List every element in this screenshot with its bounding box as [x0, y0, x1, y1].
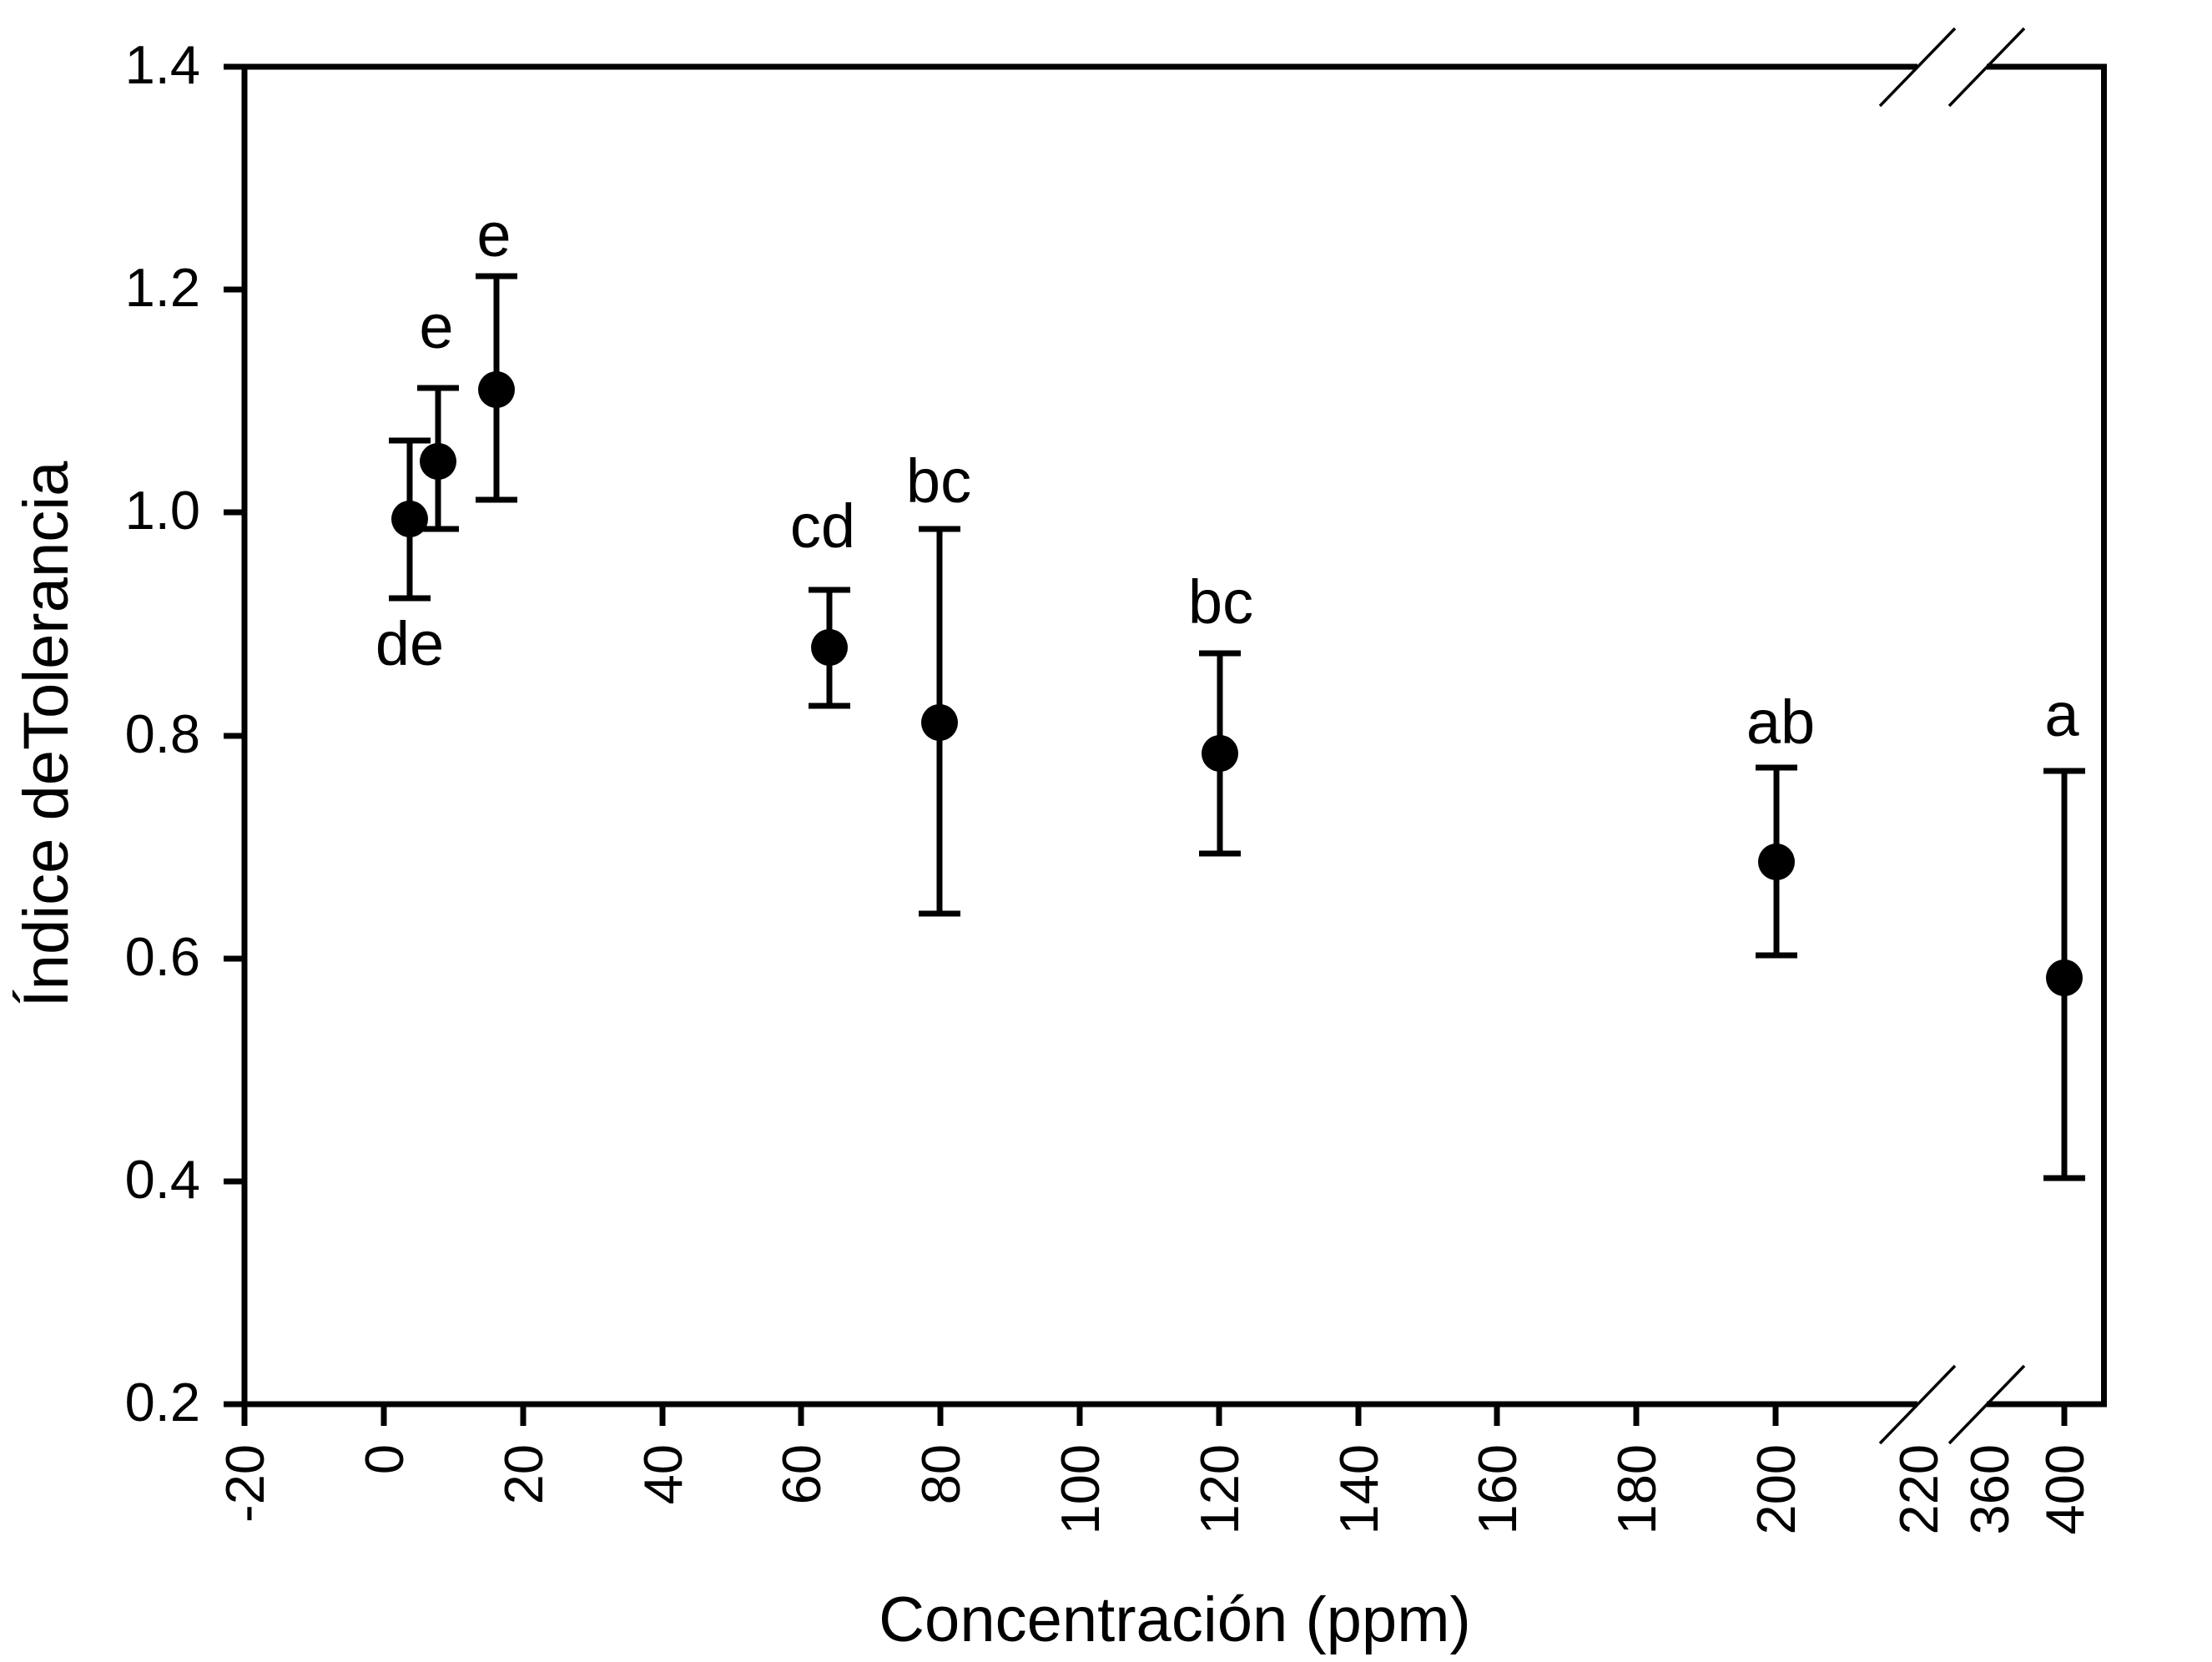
- svg-text:1.4: 1.4: [125, 34, 200, 95]
- svg-text:Concentración (ppm): Concentración (ppm): [879, 1584, 1471, 1655]
- svg-text:Índice deTolerancia: Índice deTolerancia: [11, 461, 82, 1008]
- svg-text:a: a: [2044, 680, 2079, 749]
- svg-text:400: 400: [2034, 1444, 2095, 1534]
- svg-text:180: 180: [1606, 1444, 1667, 1534]
- svg-text:160: 160: [1467, 1444, 1528, 1534]
- svg-text:0.2: 0.2: [125, 1372, 200, 1433]
- svg-text:ab: ab: [1746, 687, 1815, 757]
- svg-text:0.4: 0.4: [125, 1149, 200, 1210]
- svg-text:-20: -20: [214, 1444, 275, 1523]
- svg-text:80: 80: [910, 1444, 971, 1504]
- svg-text:bc: bc: [1188, 567, 1253, 637]
- svg-text:1.0: 1.0: [125, 480, 200, 541]
- svg-text:40: 40: [632, 1444, 693, 1504]
- svg-text:360: 360: [1959, 1444, 2020, 1534]
- svg-text:0: 0: [354, 1444, 415, 1474]
- svg-text:60: 60: [771, 1444, 832, 1504]
- svg-text:de: de: [375, 609, 444, 678]
- svg-text:cd: cd: [790, 491, 855, 561]
- svg-text:0.8: 0.8: [125, 703, 200, 764]
- svg-text:20: 20: [493, 1444, 554, 1504]
- svg-text:e: e: [476, 200, 511, 269]
- svg-text:1.2: 1.2: [125, 257, 200, 318]
- svg-text:bc: bc: [906, 446, 971, 516]
- svg-text:200: 200: [1746, 1444, 1806, 1534]
- svg-text:220: 220: [1888, 1444, 1949, 1534]
- svg-text:e: e: [419, 292, 453, 361]
- svg-text:0.6: 0.6: [125, 926, 200, 987]
- svg-text:120: 120: [1189, 1444, 1250, 1534]
- svg-text:100: 100: [1050, 1444, 1111, 1534]
- svg-text:140: 140: [1328, 1444, 1389, 1534]
